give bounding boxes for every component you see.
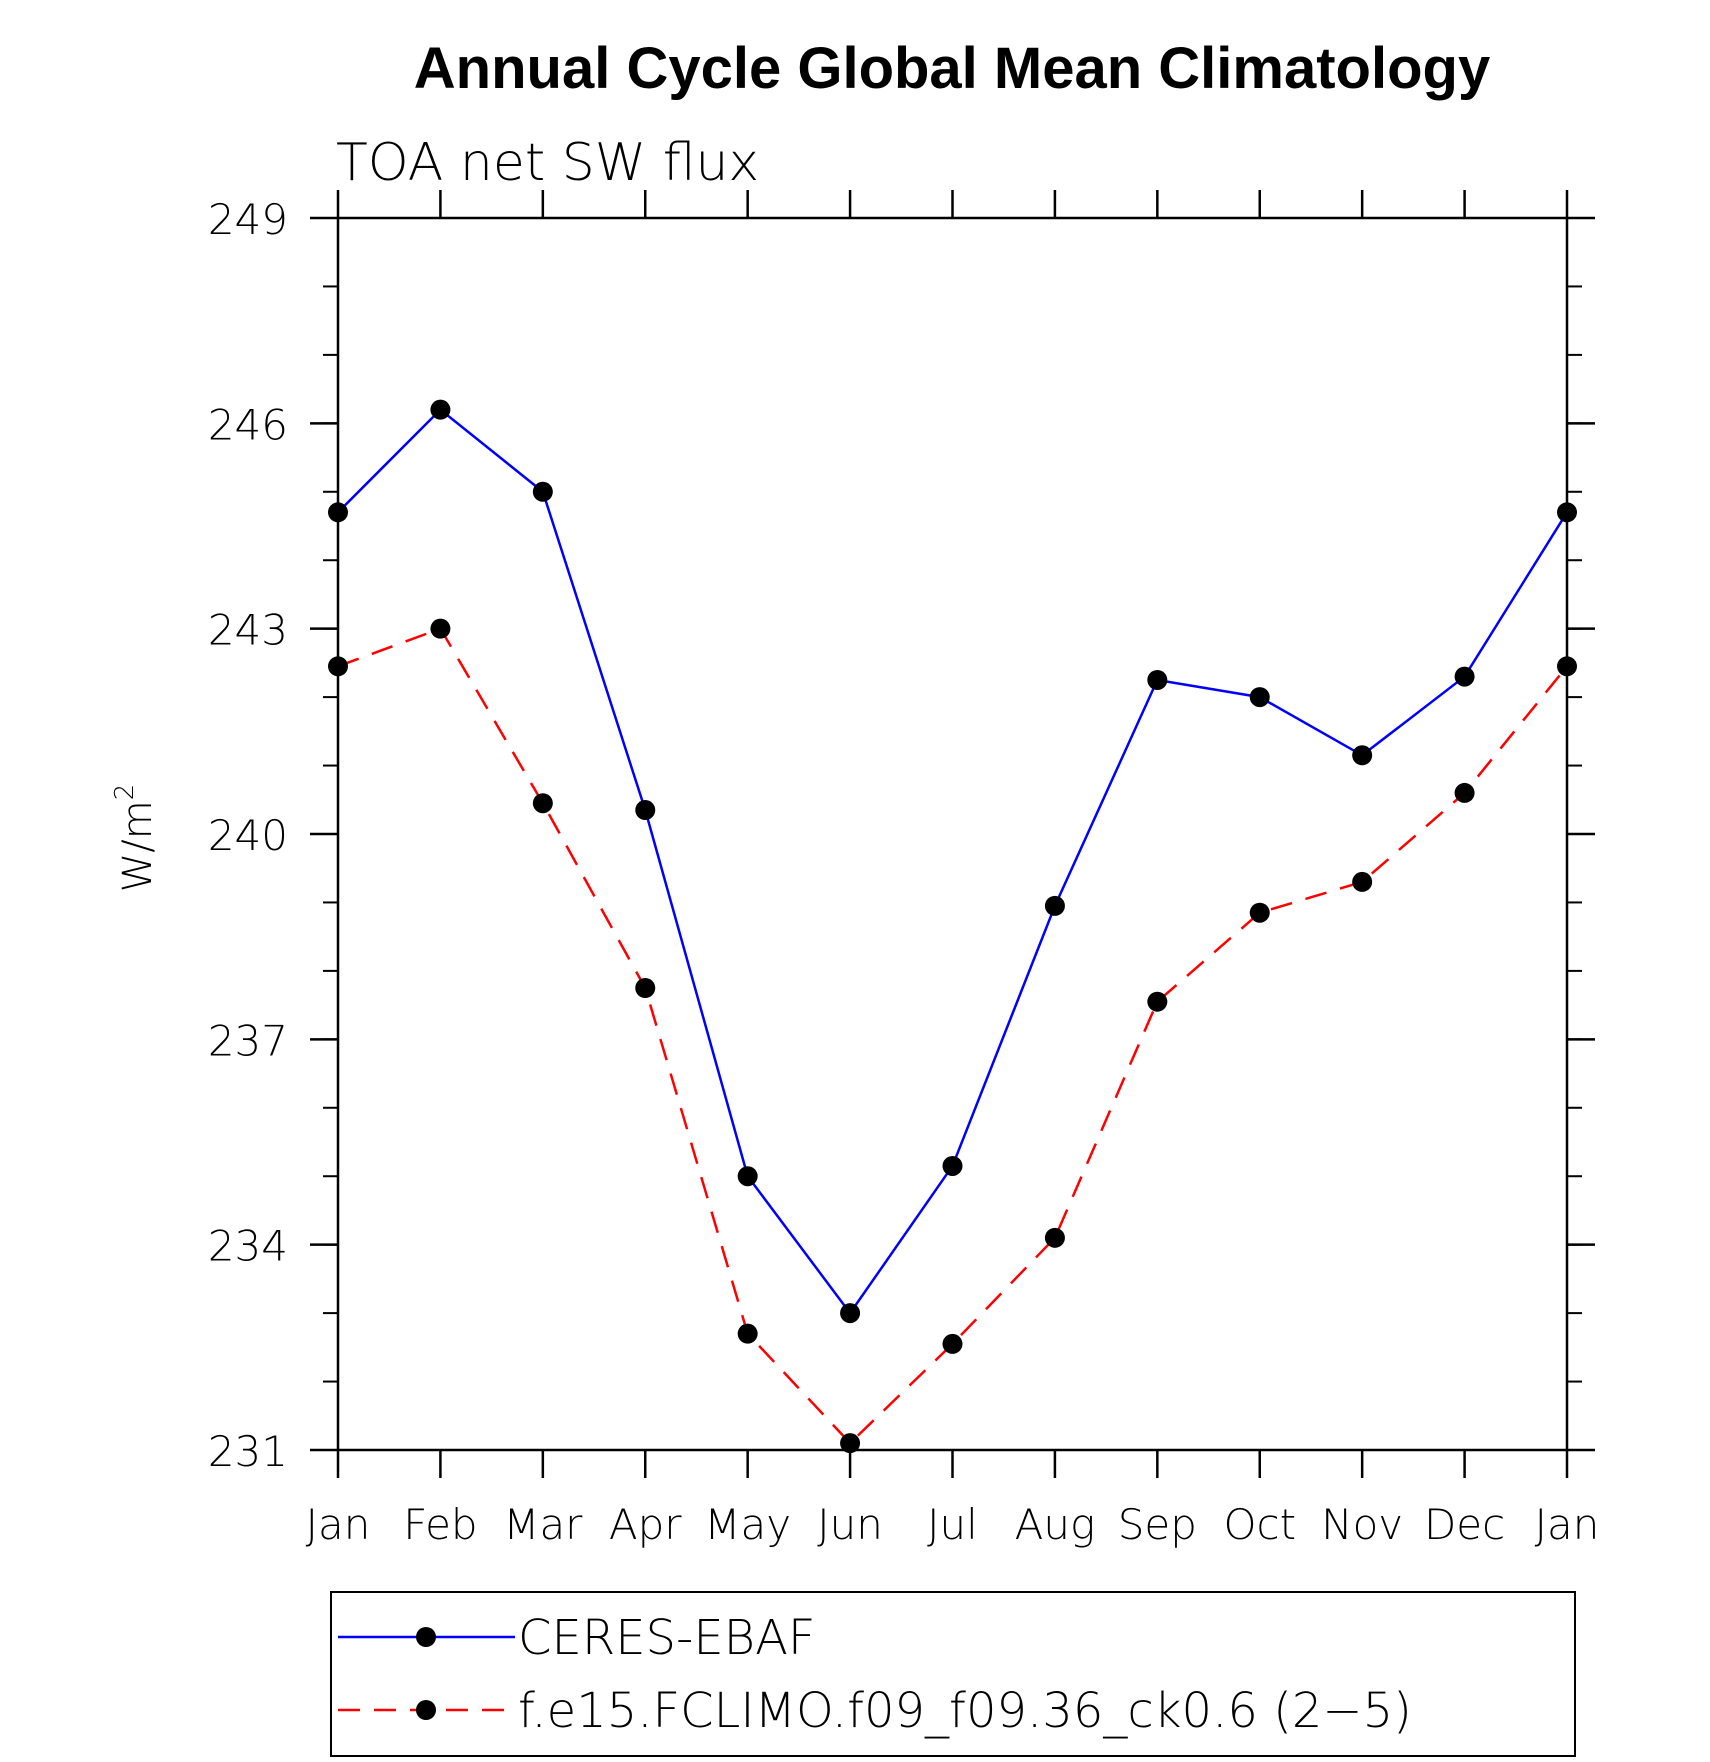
series-1-point	[737, 1166, 758, 1187]
plot-frame	[336, 216, 1569, 1452]
series-1-point	[328, 502, 348, 523]
y-axis-label-exponent: 2	[110, 784, 140, 801]
series-2-point	[1352, 871, 1373, 892]
series-layer	[328, 399, 1577, 1454]
series-1-point	[942, 1155, 963, 1176]
series-2-point	[840, 1433, 861, 1454]
series-line-1	[337, 407, 1569, 1316]
series-2-point	[328, 656, 348, 677]
series-2-point	[532, 793, 553, 814]
chart-subtitle: TOA net SW flux	[336, 133, 759, 193]
legend-marker-2	[416, 1700, 436, 1720]
y-tick-label: 234	[208, 1222, 288, 1271]
x-tick-label: Jan	[1535, 1500, 1600, 1549]
series-2-point	[942, 1333, 963, 1354]
y-tick-label: 231	[208, 1427, 288, 1476]
axes: Jan Feb Mar Apr May Jun Jul Aug Sep Oct Nov Dec Jan 2…	[208, 190, 1600, 1549]
x-tick-label: Jul	[927, 1500, 978, 1549]
legend-label-1: CERES-EBAF	[518, 1610, 816, 1666]
x-tick-label: Jan	[306, 1500, 371, 1549]
series-1-point	[1147, 670, 1168, 690]
series-2-point	[1147, 991, 1168, 1012]
series-1-point	[635, 800, 656, 821]
x-tick-label: Oct	[1223, 1500, 1296, 1549]
legend-label-2: f.e15.FCLIMO.f09_f09.36_ck0.6 (2−5)	[518, 1683, 1412, 1739]
y-tick-label: 237	[208, 1016, 288, 1065]
legend-box	[330, 1591, 1576, 1757]
x-tick-label: Nov	[1321, 1500, 1403, 1549]
x-tick-label: Mar	[503, 1500, 583, 1549]
y-tick-label: 240	[208, 811, 288, 860]
series-1-point	[532, 481, 553, 502]
y-tick-label: 246	[208, 400, 288, 449]
series-1-point	[1352, 745, 1373, 766]
series-1-point	[840, 1303, 861, 1324]
series-1-point	[1249, 687, 1270, 708]
x-tick-label: Apr	[609, 1500, 682, 1549]
series-line-2	[337, 627, 1568, 1445]
y-axis-label-unit: W/m	[115, 800, 161, 892]
series-2-point	[1454, 782, 1475, 803]
series-2-point	[635, 978, 656, 998]
y-tick-label: 249	[208, 195, 288, 244]
series-2-point	[1557, 656, 1577, 677]
series-1-point	[1557, 502, 1577, 523]
series-2-point	[430, 618, 451, 639]
chart-title: Annual Cycle Global Mean Climatology	[414, 36, 1490, 101]
x-tick-label: Aug	[1015, 1500, 1096, 1549]
y-axis-label: W/m2	[110, 784, 161, 893]
legend: CERES-EBAF f.e15.FCLIMO.f09_f09.36_ck0.6 …	[330, 1591, 1576, 1757]
x-tick-label: May	[704, 1500, 791, 1549]
series-2-point	[1249, 902, 1270, 923]
legend-marker-1	[416, 1627, 436, 1647]
y-tick-label: 243	[208, 606, 288, 655]
series-1-point	[1454, 666, 1475, 687]
legend-entries: CERES-EBAF f.e15.FCLIMO.f09_f09.36_ck0.6 …	[338, 1610, 1412, 1739]
series-1-point	[1044, 895, 1065, 916]
series-1-point	[430, 399, 451, 420]
series-2-point	[737, 1323, 758, 1344]
x-tick-label: Feb	[403, 1500, 477, 1549]
x-tick-label: Sep	[1118, 1500, 1197, 1549]
x-tick-label: Jun	[817, 1500, 883, 1549]
series-2-point	[1044, 1227, 1065, 1248]
x-tick-label: Dec	[1424, 1500, 1505, 1549]
